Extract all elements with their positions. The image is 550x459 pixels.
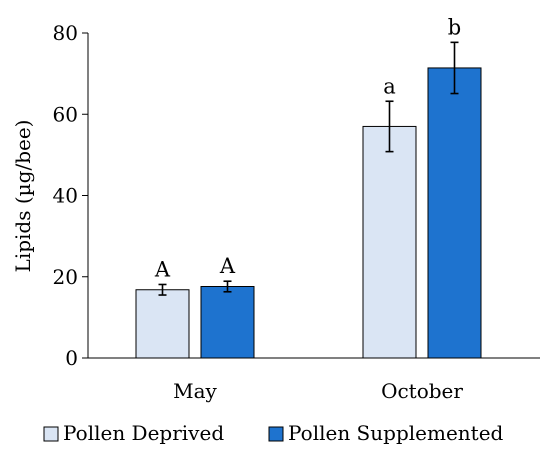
bar	[135, 289, 190, 359]
legend: Pollen Deprived Pollen Supplemented	[43, 421, 504, 445]
legend-swatch	[268, 426, 284, 442]
legend-item: Pollen Deprived	[43, 421, 224, 445]
legend-label: Pollen Deprived	[63, 421, 224, 445]
significance-label: A	[154, 257, 171, 281]
significance-label: b	[448, 15, 461, 39]
x-axis-ticks: May October	[173, 379, 463, 403]
bar	[362, 125, 417, 359]
y-tick-label: 0	[65, 346, 78, 370]
y-tick-label: 20	[53, 265, 78, 289]
y-tick-label: 60	[53, 102, 78, 126]
legend-label: Pollen Supplemented	[288, 421, 504, 445]
bar	[427, 67, 482, 359]
bar	[200, 286, 255, 359]
legend-swatch	[43, 426, 59, 442]
error-bars	[158, 41, 459, 296]
error-bar	[385, 100, 394, 153]
error-bar	[158, 283, 167, 296]
x-tick-label: October	[381, 379, 463, 403]
bars	[135, 67, 482, 359]
significance-labels: A Aa b	[154, 15, 461, 281]
x-tick-label: May	[173, 379, 217, 403]
y-tick-label: 80	[53, 21, 78, 45]
legend-item: Pollen Supplemented	[268, 421, 504, 445]
y-axis-label: Lipids (µg/bee)	[11, 120, 35, 273]
y-tick-label: 40	[53, 184, 78, 208]
y-axis-ticks: 0 20 40 60 80	[53, 21, 88, 370]
significance-label: A	[219, 254, 236, 278]
error-bar	[450, 41, 459, 95]
error-bar	[223, 280, 232, 293]
significance-label: a	[383, 74, 396, 98]
